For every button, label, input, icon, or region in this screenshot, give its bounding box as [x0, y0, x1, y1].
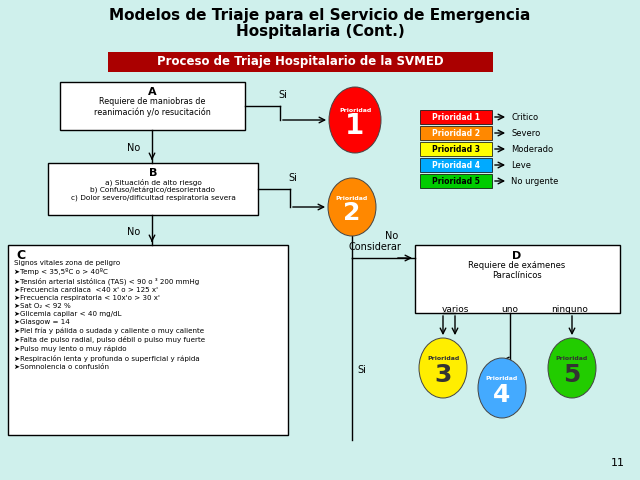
Bar — [420, 126, 492, 140]
Text: Critico: Critico — [511, 112, 538, 121]
Text: C: C — [16, 249, 25, 262]
Bar — [420, 158, 492, 172]
Text: Prioridad 2: Prioridad 2 — [432, 129, 480, 137]
Text: Modelos de Triaje para el Servicio de Emergencia: Modelos de Triaje para el Servicio de Em… — [109, 8, 531, 23]
Text: 1: 1 — [346, 112, 365, 140]
Text: Prioridad: Prioridad — [556, 357, 588, 361]
Text: Prioridad: Prioridad — [336, 195, 368, 201]
Text: 5: 5 — [563, 363, 580, 387]
Bar — [108, 52, 493, 72]
Text: Prioridad 4: Prioridad 4 — [432, 160, 480, 169]
Text: Prioridad 1: Prioridad 1 — [432, 112, 480, 121]
Text: ninguno: ninguno — [552, 305, 588, 314]
Text: No: No — [127, 227, 140, 237]
Text: 11: 11 — [611, 458, 625, 468]
Text: No: No — [385, 231, 399, 241]
Text: D: D — [513, 251, 522, 261]
Text: Si: Si — [278, 90, 287, 100]
Text: Prioridad: Prioridad — [486, 376, 518, 382]
Text: No: No — [127, 143, 140, 153]
Bar — [420, 110, 492, 124]
Bar — [420, 142, 492, 156]
Text: Prioridad: Prioridad — [427, 357, 459, 361]
Text: 2: 2 — [343, 201, 361, 225]
Text: B: B — [149, 168, 157, 178]
Text: Considerar: Considerar — [349, 242, 401, 252]
Bar — [420, 174, 492, 188]
Text: Prioridad: Prioridad — [339, 108, 371, 112]
Ellipse shape — [329, 87, 381, 153]
Bar — [60, 82, 245, 130]
Text: varios: varios — [442, 305, 468, 314]
Text: Signos vitales zona de peligro
➤Temp < 35,5ºC o > 40ºC
➤Tensión arterial sistóli: Signos vitales zona de peligro ➤Temp < 3… — [14, 260, 205, 370]
Text: Severo: Severo — [511, 129, 540, 137]
Bar — [8, 245, 288, 435]
Text: 3: 3 — [435, 363, 452, 387]
Text: Prioridad 3: Prioridad 3 — [432, 144, 480, 154]
Bar — [415, 245, 620, 313]
Ellipse shape — [478, 358, 526, 418]
Text: 4: 4 — [493, 383, 511, 407]
Text: A: A — [148, 87, 156, 97]
Text: Moderado: Moderado — [511, 144, 553, 154]
Ellipse shape — [419, 338, 467, 398]
Bar — [48, 163, 258, 215]
Text: Si: Si — [288, 173, 297, 183]
Text: Requiere de maniobras de
reanimación y/o resucitación: Requiere de maniobras de reanimación y/o… — [93, 97, 211, 117]
Text: Hospitalaria (Cont.): Hospitalaria (Cont.) — [236, 24, 404, 39]
Text: uno: uno — [502, 305, 518, 314]
Ellipse shape — [548, 338, 596, 398]
Ellipse shape — [328, 178, 376, 236]
Text: Proceso de Triaje Hospitalario de la SVMED: Proceso de Triaje Hospitalario de la SVM… — [157, 56, 444, 69]
Text: a) Situación de alto riesgo
b) Confuso/letárgico/desorientado
c) Dolor severo/di: a) Situación de alto riesgo b) Confuso/l… — [70, 178, 236, 201]
Text: No urgente: No urgente — [511, 177, 558, 185]
Text: Si: Si — [357, 365, 366, 375]
Text: Leve: Leve — [511, 160, 531, 169]
Text: Requiere de exámenes
Paraclínicos: Requiere de exámenes Paraclínicos — [468, 261, 566, 280]
Text: Prioridad 5: Prioridad 5 — [432, 177, 480, 185]
